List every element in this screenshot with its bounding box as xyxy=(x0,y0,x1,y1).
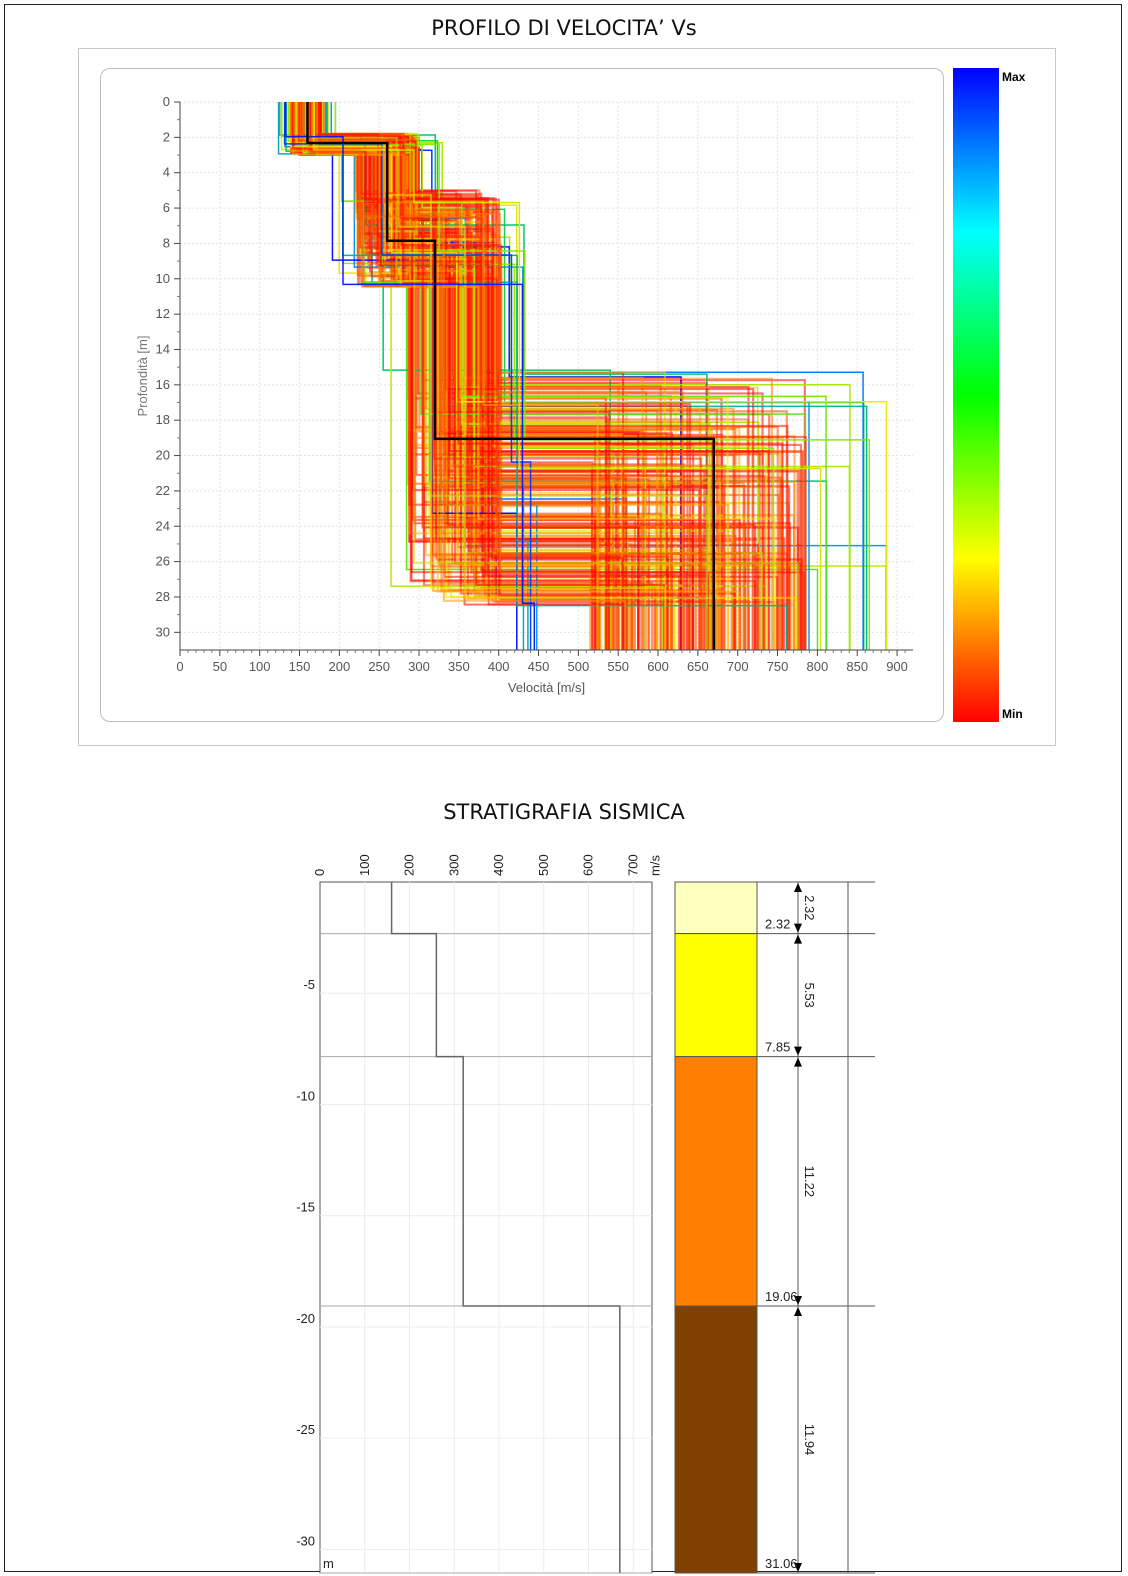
ensemble-profile-line xyxy=(285,102,536,650)
y-tick-label: 16 xyxy=(156,377,170,392)
strat-x-unit: m/s xyxy=(648,855,663,876)
x-tick-label: 800 xyxy=(807,659,829,674)
strat-depth-label: 7.85 xyxy=(765,1040,790,1055)
strat-thickness-label: 2.32 xyxy=(802,895,817,920)
strat-y-tick-label: -10 xyxy=(296,1088,315,1103)
x-tick-label: 100 xyxy=(249,659,271,674)
y-tick-label: 0 xyxy=(163,94,170,109)
profile-panel xyxy=(78,48,1056,746)
x-tick-label: 450 xyxy=(528,659,550,674)
y-tick-label: 28 xyxy=(156,589,170,604)
strat-y-unit: m xyxy=(323,1556,334,1571)
x-tick-label: 300 xyxy=(408,659,430,674)
ensemble-profile-line xyxy=(307,102,667,650)
colorbar-max-label: Max xyxy=(1002,70,1026,84)
dimension-arrow-up xyxy=(794,1307,802,1317)
y-tick-label: 18 xyxy=(156,412,170,427)
ensemble-profiles xyxy=(277,102,888,650)
y-tick-label: 30 xyxy=(156,624,170,639)
best-profile-line xyxy=(306,102,716,650)
y-tick-label: 6 xyxy=(163,200,170,215)
x-tick-label: 700 xyxy=(727,659,749,674)
y-tick-label: 2 xyxy=(163,129,170,144)
strat-layer-3 xyxy=(674,1056,758,1307)
strat-layer-2 xyxy=(674,933,758,1058)
x-tick-label: 750 xyxy=(767,659,789,674)
strat-layer-1 xyxy=(674,881,758,935)
profile-plot-frame xyxy=(100,68,944,722)
dimension-arrow-up xyxy=(794,934,802,944)
strat-y-tick-label: -30 xyxy=(296,1533,315,1548)
y-tick-label: 26 xyxy=(156,554,170,569)
ensemble-profile-line xyxy=(283,102,532,650)
dimension-arrow-up xyxy=(794,883,802,892)
y-axis-title: Profondità [m] xyxy=(135,336,150,417)
strat-thickness-label: 11.22 xyxy=(802,1166,817,1198)
x-tick-label: 250 xyxy=(368,659,390,674)
x-axis-title: Velocità [m/s] xyxy=(508,680,585,695)
y-tick-label: 8 xyxy=(163,235,170,250)
x-tick-label: 550 xyxy=(607,659,629,674)
x-tick-label: 200 xyxy=(328,659,350,674)
x-tick-label: 600 xyxy=(647,659,669,674)
strat-thickness-label: 5.53 xyxy=(802,982,817,1007)
y-tick-label: 22 xyxy=(156,483,170,498)
x-tick-label: 900 xyxy=(886,659,908,674)
y-tick-label: 20 xyxy=(156,448,170,463)
strat-x-tick-label: 200 xyxy=(402,854,417,876)
strat-plot-frame xyxy=(319,881,653,1574)
dimension-arrow-down xyxy=(794,923,802,933)
strat-y-tick-label: -5 xyxy=(303,977,315,992)
strat-depth-label: 31.06 xyxy=(765,1556,798,1571)
y-tick-label: 12 xyxy=(156,306,170,321)
y-tick-label: 24 xyxy=(156,518,170,533)
x-tick-label: 400 xyxy=(488,659,510,674)
x-tick-label: 500 xyxy=(568,659,590,674)
strat-velocity-profile xyxy=(390,882,621,1573)
profile-title: PROFILO DI VELOCITA’ Vs xyxy=(431,16,697,40)
x-tick-label: 150 xyxy=(289,659,311,674)
ensemble-profile-line xyxy=(301,102,592,650)
dimension-arrow-down xyxy=(794,1296,802,1306)
strat-x-tick-label: 600 xyxy=(581,854,596,876)
colorbar-min-label: Min xyxy=(1002,707,1023,721)
seismic-stratigraphy-chart: 0 100 200 300 400 500 600 700 m/s -5 -10 -15 -20 -25 -… xyxy=(296,854,875,1574)
x-tick-label: 650 xyxy=(687,659,709,674)
strat-thickness-label: 11.94 xyxy=(802,1424,817,1456)
strat-x-tick-label: 100 xyxy=(357,854,372,876)
dimension-arrow-up xyxy=(794,1057,802,1067)
x-tick-label: 850 xyxy=(846,659,868,674)
strat-y-tick-label: -20 xyxy=(296,1311,315,1326)
dimension-arrow-down xyxy=(794,1046,802,1056)
strat-x-tick-label: 400 xyxy=(491,854,506,876)
y-tick-label: 10 xyxy=(156,271,170,286)
strat-layer-4 xyxy=(674,1305,758,1574)
strat-x-tick-label: 300 xyxy=(446,854,461,876)
colorbar xyxy=(953,68,999,722)
ensemble-profile-line xyxy=(315,102,599,650)
strat-y-tick-label: -15 xyxy=(296,1200,315,1215)
strat-x-tick-label: 0 xyxy=(312,869,327,876)
strat-x-tick-label: 700 xyxy=(625,854,640,876)
ensemble-profile-line xyxy=(307,102,684,650)
strat-title: STRATIGRAFIA SISMICA xyxy=(443,800,685,824)
strat-depth-label: 2.32 xyxy=(765,917,790,932)
y-tick-label: 4 xyxy=(163,165,170,180)
x-tick-label: 0 xyxy=(176,659,183,674)
y-tick-label: 14 xyxy=(156,341,170,356)
strat-x-tick-label: 500 xyxy=(536,854,551,876)
strat-depth-label: 19.06 xyxy=(765,1289,798,1304)
x-tick-label: 350 xyxy=(448,659,470,674)
strat-y-tick-label: -25 xyxy=(296,1422,315,1437)
dimension-arrow-down xyxy=(794,1563,802,1572)
x-tick-label: 50 xyxy=(213,659,227,674)
